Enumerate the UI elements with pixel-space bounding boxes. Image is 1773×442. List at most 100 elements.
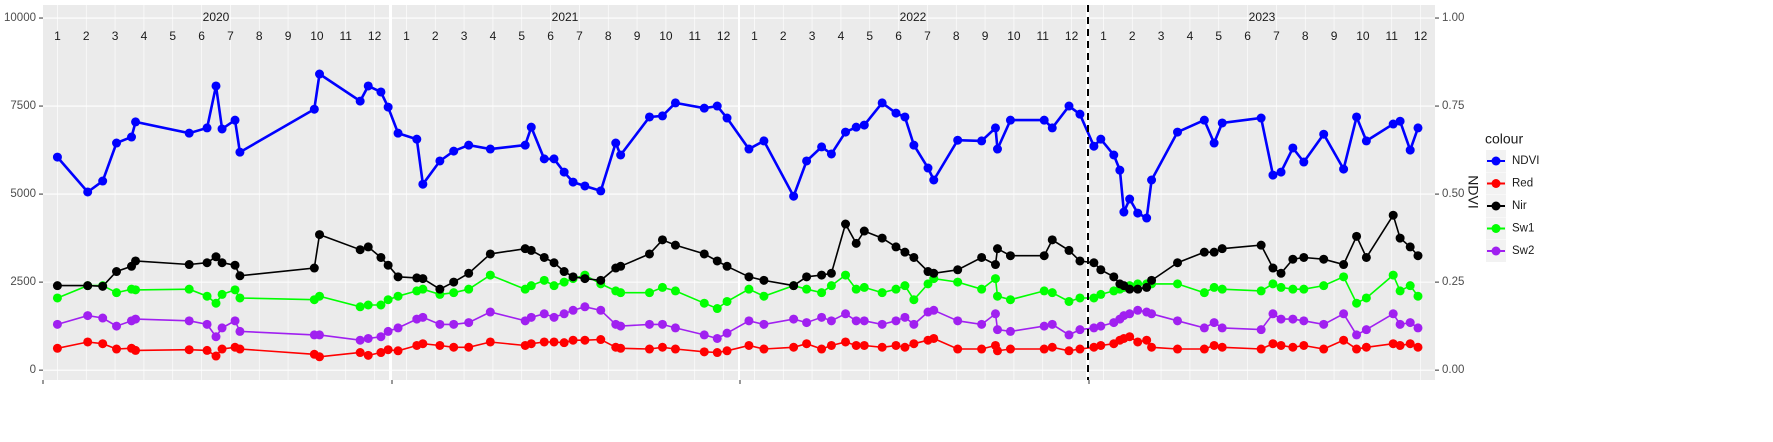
data-point [435,156,445,166]
data-point [376,332,386,342]
data-point [83,337,93,347]
data-point [1089,323,1099,333]
panel-background [1089,5,1435,380]
data-point [877,342,887,352]
data-point [418,312,428,322]
legend-label: Red [1512,178,1533,190]
data-point [1039,115,1049,125]
data-point [1217,323,1227,333]
data-point [891,340,901,350]
data-point [841,337,851,347]
data-point [52,152,62,162]
data-point [759,291,769,301]
data-point [315,330,325,340]
data-point [549,154,559,164]
month-label: 10 [310,29,324,43]
data-point [230,260,240,270]
y-tick-label: 7500 [10,100,36,112]
data-point [1395,233,1405,243]
data-point [990,309,1000,319]
data-point [526,245,536,255]
data-point [539,154,549,164]
data-point [722,328,732,338]
data-point [1089,293,1099,303]
data-point [1361,252,1371,262]
data-point [817,344,827,354]
data-point [449,146,459,156]
data-point [355,245,365,255]
data-point [202,345,212,355]
data-point [112,138,122,148]
data-point [744,144,754,154]
data-point [449,277,459,287]
data-point [1413,342,1423,352]
data-point [1256,344,1266,354]
month-label: 9 [634,29,641,43]
data-point [1413,251,1423,261]
data-point [657,111,667,121]
y2-axis-title: NDVI [1465,175,1481,208]
data-point [559,277,569,287]
data-point [1405,281,1415,291]
data-point [580,302,590,312]
data-point [230,115,240,125]
data-point [900,342,910,352]
data-point [992,244,1002,254]
data-point [990,123,1000,133]
month-label: 5 [169,29,176,43]
month-label: 12 [1065,29,1079,43]
data-point [616,321,626,331]
month-label: 7 [576,29,583,43]
data-point [900,247,910,257]
data-point [1352,330,1362,340]
month-label: 9 [1331,29,1338,43]
data-point [568,335,578,345]
data-point [802,284,812,294]
facet-label: 2022 [900,10,927,24]
data-point [1147,342,1157,352]
data-point [1075,293,1085,303]
data-point [817,270,827,280]
data-point [539,275,549,285]
data-point [1173,258,1183,268]
data-point [1288,342,1298,352]
legend-point [1491,246,1501,256]
data-point [699,330,709,340]
data-point [363,300,373,310]
data-point [211,252,221,262]
data-point [485,144,495,154]
data-point [699,103,709,113]
data-point [449,319,459,329]
data-point [568,272,578,282]
data-point [953,277,963,287]
data-point [1388,339,1398,349]
data-point [1217,284,1227,294]
data-point [1256,240,1266,250]
data-point [1096,340,1106,350]
data-point [83,311,93,321]
data-point [184,260,194,270]
data-point [1276,268,1286,278]
data-point [826,340,836,350]
facet-label: 2021 [552,10,579,24]
month-label: 3 [809,29,816,43]
data-point [485,249,495,259]
data-point [1268,279,1278,289]
data-point [520,140,530,150]
legend-label: Nir [1512,200,1527,212]
data-point [1209,247,1219,257]
data-point [131,285,141,295]
data-point [877,98,887,108]
data-point [52,343,62,353]
data-point [1142,213,1152,223]
data-point [1115,165,1125,175]
data-point [309,263,319,273]
month-label: 6 [1244,29,1251,43]
month-label: 2 [432,29,439,43]
month-label: 2 [1129,29,1136,43]
data-point [789,191,799,201]
month-label: 8 [605,29,612,43]
data-point [657,342,667,352]
legend-label: Sw1 [1512,223,1534,235]
